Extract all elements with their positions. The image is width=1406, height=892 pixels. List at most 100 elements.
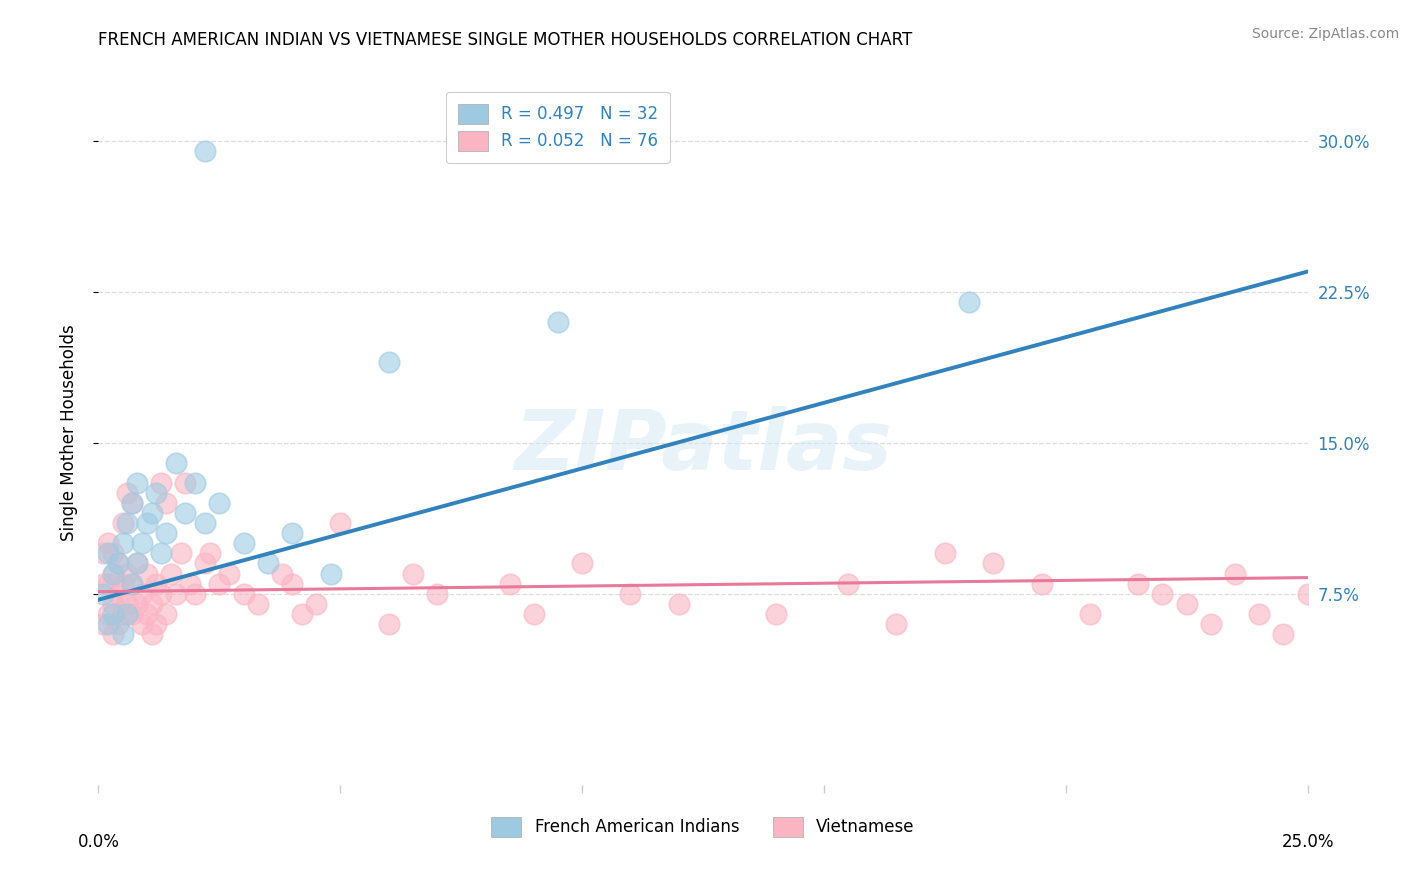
Point	[121, 496, 143, 510]
Point	[91, 587, 114, 601]
Point	[1223, 566, 1246, 581]
Point	[174, 475, 197, 490]
Point	[155, 526, 177, 541]
Point	[131, 536, 153, 550]
Point	[135, 566, 157, 581]
Point	[150, 475, 173, 490]
Point	[619, 587, 641, 601]
Text: FRENCH AMERICAN INDIAN VS VIETNAMESE SINGLE MOTHER HOUSEHOLDS CORRELATION CHART: FRENCH AMERICAN INDIAN VS VIETNAMESE SIN…	[98, 31, 912, 49]
Point	[837, 576, 859, 591]
Point	[91, 616, 114, 631]
Point	[141, 597, 163, 611]
Point	[117, 607, 139, 621]
Point	[886, 616, 908, 631]
Point	[97, 607, 120, 621]
Point	[107, 557, 129, 571]
Point	[145, 576, 167, 591]
Point	[1272, 627, 1295, 641]
Point	[1152, 587, 1174, 601]
Point	[281, 576, 304, 591]
Point	[179, 576, 201, 591]
Point	[127, 475, 149, 490]
Point	[247, 597, 270, 611]
Point	[97, 536, 120, 550]
Point	[135, 607, 157, 621]
Point	[111, 627, 134, 641]
Point	[1249, 607, 1271, 621]
Point	[1199, 616, 1222, 631]
Point	[97, 576, 120, 591]
Point	[1296, 587, 1319, 601]
Point	[765, 607, 787, 621]
Point	[107, 587, 129, 601]
Point	[155, 496, 177, 510]
Point	[208, 496, 231, 510]
Point	[127, 557, 149, 571]
Point	[256, 557, 278, 571]
Point	[91, 576, 114, 591]
Point	[91, 546, 114, 560]
Point	[117, 486, 139, 500]
Point	[402, 566, 425, 581]
Point	[111, 516, 134, 531]
Point	[111, 576, 134, 591]
Point	[121, 576, 143, 591]
Point	[160, 566, 183, 581]
Point	[198, 546, 221, 560]
Point	[934, 546, 956, 560]
Point	[127, 597, 149, 611]
Point	[281, 526, 304, 541]
Point	[498, 576, 520, 591]
Point	[165, 587, 187, 601]
Point	[184, 475, 207, 490]
Point	[169, 546, 191, 560]
Point	[111, 536, 134, 550]
Point	[117, 597, 139, 611]
Point	[131, 587, 153, 601]
Point	[145, 486, 167, 500]
Point	[184, 587, 207, 601]
Point	[101, 546, 124, 560]
Point	[101, 566, 124, 581]
Point	[271, 566, 294, 581]
Point	[290, 607, 312, 621]
Point	[101, 607, 124, 621]
Point	[957, 294, 980, 309]
Point	[1128, 576, 1150, 591]
Point	[194, 144, 217, 158]
Text: 0.0%: 0.0%	[77, 833, 120, 851]
Point	[107, 616, 129, 631]
Point	[194, 557, 217, 571]
Point	[1078, 607, 1101, 621]
Point	[131, 616, 153, 631]
Point	[194, 516, 217, 531]
Point	[145, 616, 167, 631]
Legend: French American Indians, Vietnamese: French American Indians, Vietnamese	[481, 806, 925, 847]
Point	[981, 557, 1004, 571]
Point	[141, 627, 163, 641]
Point	[174, 506, 197, 520]
Point	[97, 546, 120, 560]
Point	[97, 616, 120, 631]
Point	[150, 587, 173, 601]
Point	[155, 607, 177, 621]
Point	[101, 627, 124, 641]
Point	[668, 597, 690, 611]
Point	[547, 315, 569, 329]
Point	[127, 557, 149, 571]
Point	[329, 516, 352, 531]
Point	[165, 456, 187, 470]
Point	[1031, 576, 1053, 591]
Text: Source: ZipAtlas.com: Source: ZipAtlas.com	[1251, 27, 1399, 41]
Point	[377, 355, 399, 369]
Point	[232, 536, 254, 550]
Point	[101, 597, 124, 611]
Point	[1175, 597, 1198, 611]
Point	[101, 566, 124, 581]
Point	[121, 576, 143, 591]
Y-axis label: Single Mother Households: Single Mother Households	[59, 325, 77, 541]
Point	[135, 516, 157, 531]
Point	[377, 616, 399, 631]
Point	[305, 597, 328, 611]
Point	[121, 496, 143, 510]
